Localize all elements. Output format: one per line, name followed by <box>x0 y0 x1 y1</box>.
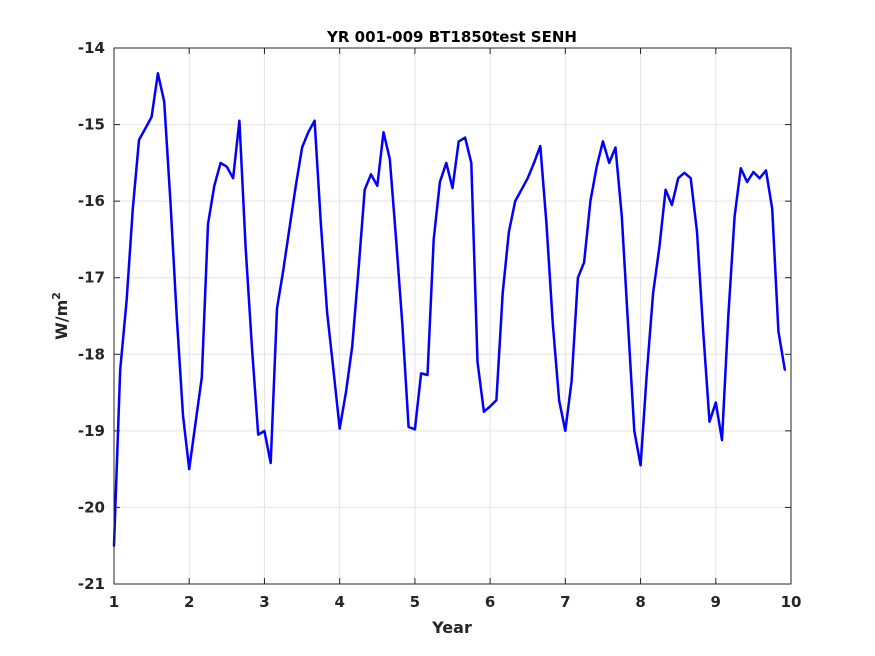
chart-title: YR 001-009 BT1850test SENH <box>326 28 577 46</box>
x-tick-label: 3 <box>259 593 269 611</box>
y-tick-label: -17 <box>78 269 105 287</box>
y-tick-label: -18 <box>78 345 105 363</box>
y-tick-label: -19 <box>78 422 105 440</box>
x-tick-label: 1 <box>109 593 119 611</box>
x-tick-label: 2 <box>184 593 194 611</box>
x-axis-title: Year <box>431 618 472 637</box>
x-tick-label: 5 <box>410 593 420 611</box>
y-tick-label: -16 <box>78 192 105 210</box>
series-layer <box>112 72 787 547</box>
y-tick-label: -14 <box>78 39 105 57</box>
x-tick-label: 6 <box>485 593 495 611</box>
y-axis-title-base: W/m <box>52 300 71 340</box>
y-axis-title-exponent: 2 <box>50 292 63 300</box>
x-tick-label: 7 <box>560 593 570 611</box>
y-tick-label: -20 <box>78 498 105 516</box>
x-tick-label: 4 <box>334 593 344 611</box>
y-axis-title: W/m2 <box>50 292 71 340</box>
x-tick-label: 10 <box>781 593 802 611</box>
x-tick-label: 8 <box>635 593 645 611</box>
series-line <box>112 72 787 547</box>
tick-marks <box>113 47 792 585</box>
x-tick-labels: 1 2 3 4 5 6 7 8 9 10 <box>109 593 802 611</box>
y-tick-labels: -21 -20 -19 -18 -17 -16 -15 -14 <box>78 39 105 593</box>
y-tick-label: -15 <box>78 116 105 134</box>
y-tick-label: -21 <box>78 575 105 593</box>
x-tick-label: 9 <box>711 593 721 611</box>
plot-area-frame <box>113 47 792 585</box>
